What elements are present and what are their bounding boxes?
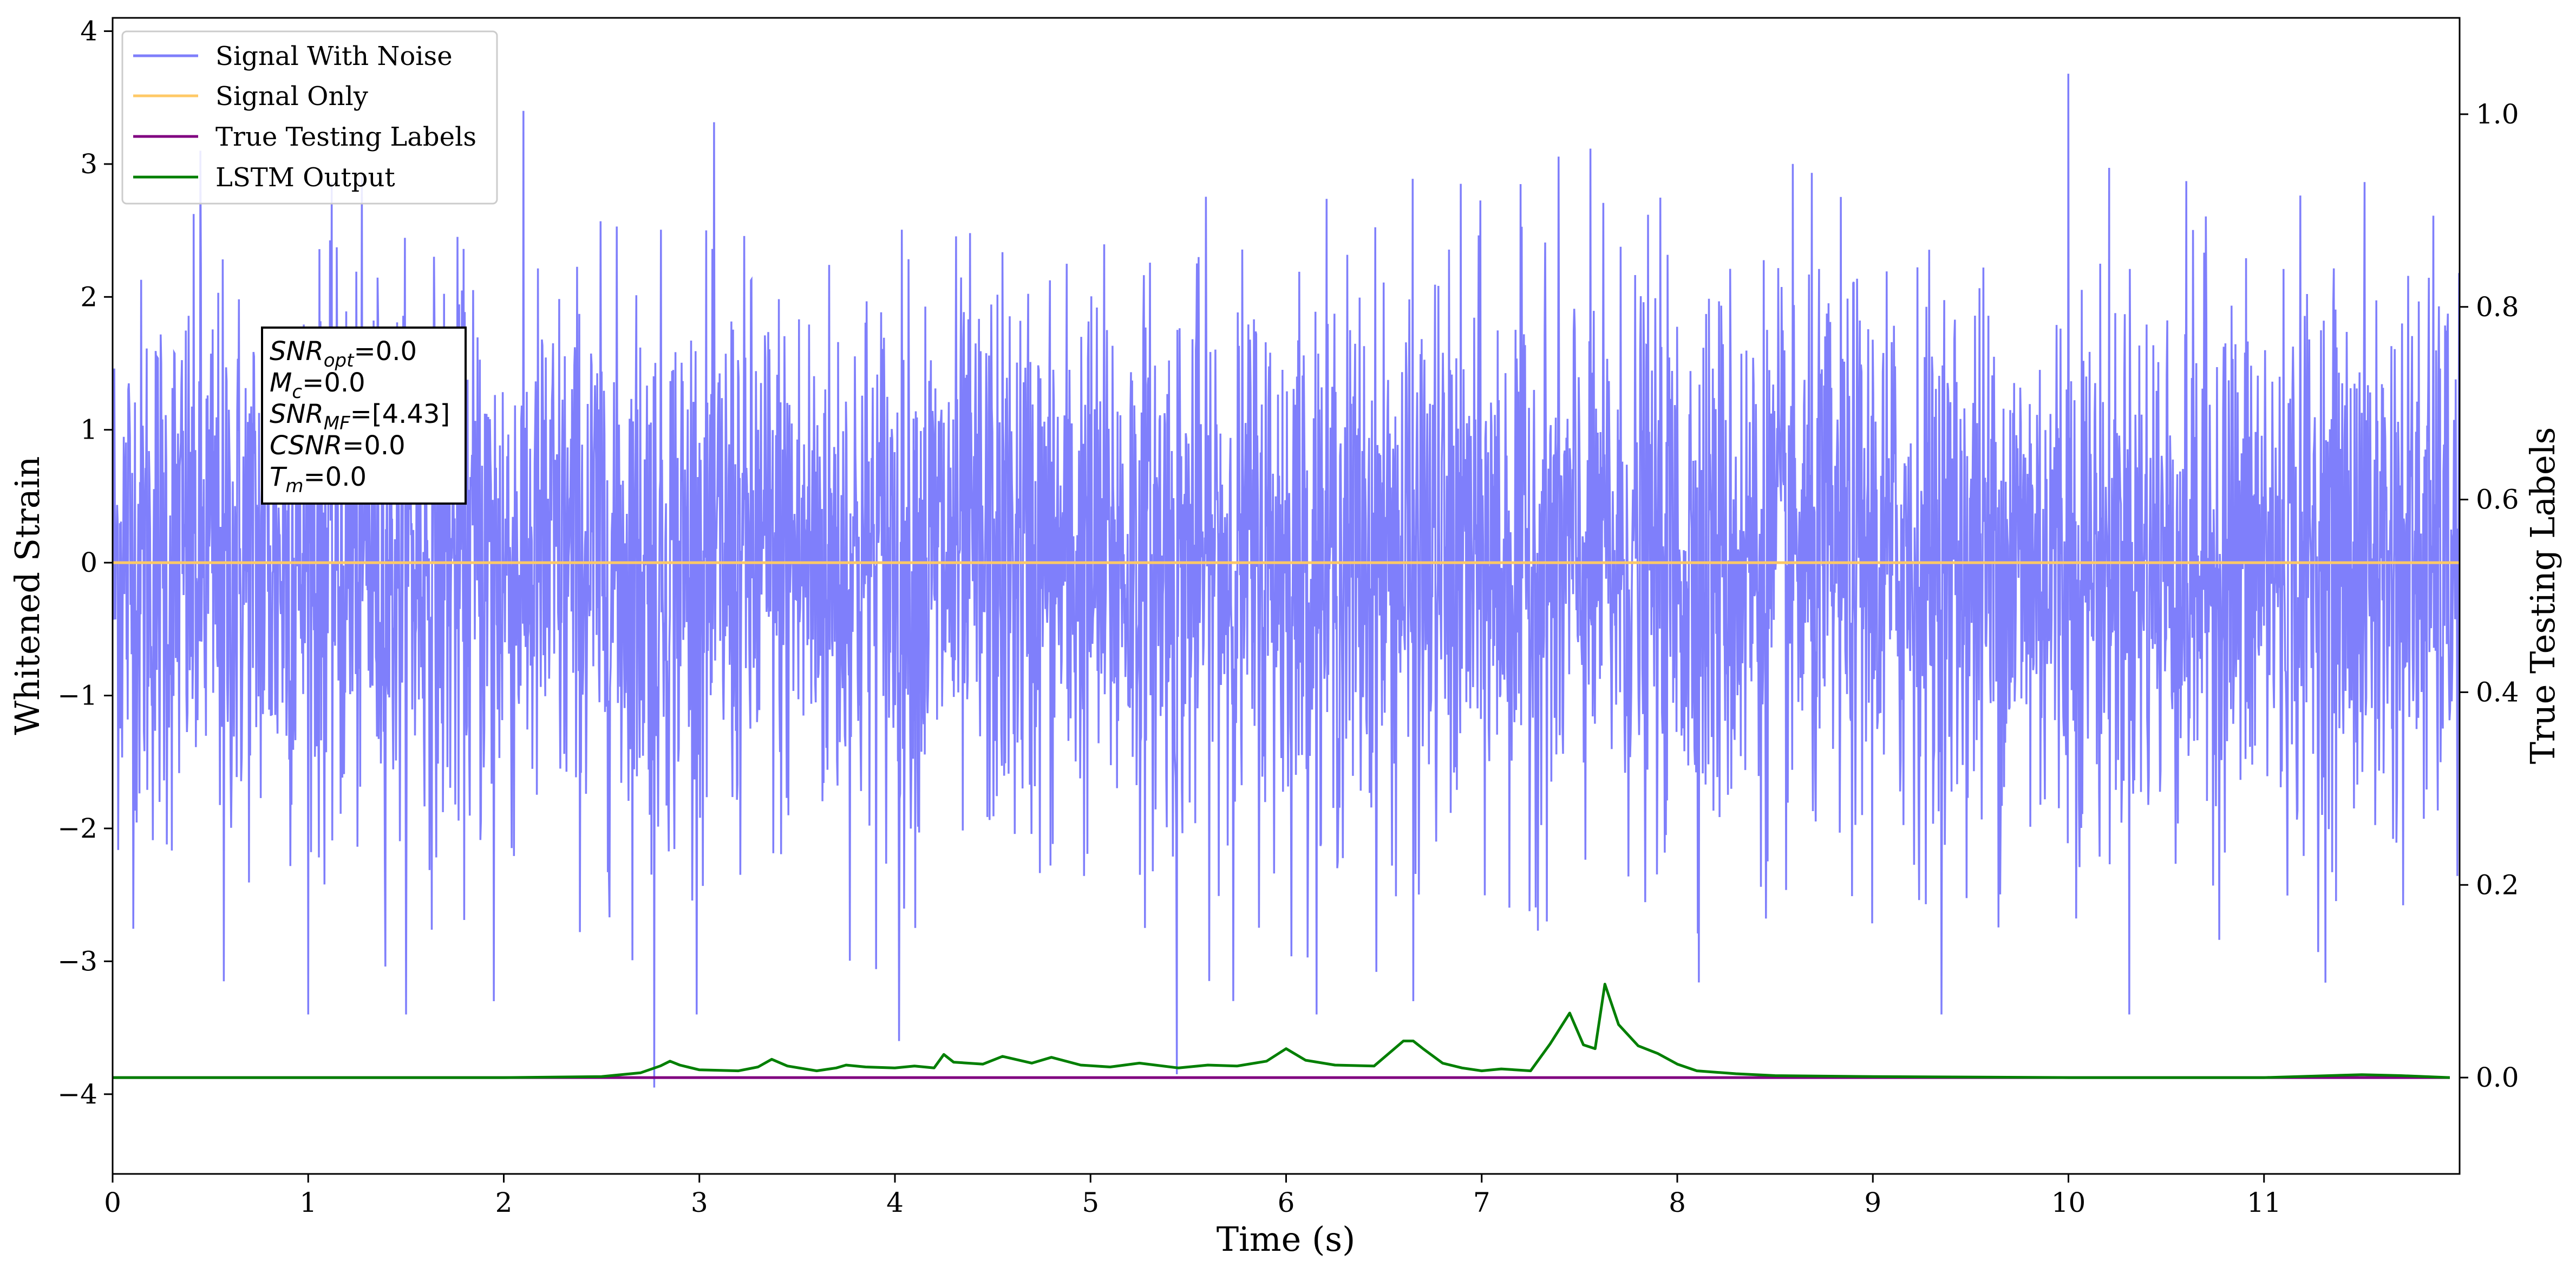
info-line-tm: Tm=0.0 [270, 462, 367, 497]
y-tick-label: −4 [57, 1079, 97, 1110]
info-line-csnr: CSNR=0.0 [270, 430, 406, 461]
x-tick-label: 11 [2247, 1187, 2281, 1218]
y-tick-label: −2 [57, 813, 97, 844]
legend: Signal With Noise Signal Only True Testi… [121, 30, 498, 205]
x-tick-label: 7 [1473, 1187, 1490, 1218]
legend-label-true-testing-labels: True Testing Labels [215, 122, 476, 152]
x-tick-label: 8 [1669, 1187, 1686, 1218]
legend-box [121, 30, 498, 205]
x-tick-label: 4 [886, 1187, 904, 1218]
y-right-tick-label: 0.0 [2476, 1062, 2519, 1093]
legend-label-signal-only: Signal Only [215, 81, 368, 112]
y-axis-label-left: Whitened Strain [8, 456, 47, 735]
y-tick-label: −1 [57, 680, 97, 711]
legend-label-signal-with-noise: Signal With Noise [215, 41, 453, 71]
x-tick-label: 5 [1082, 1187, 1099, 1218]
legend-label-lstm-output: LSTM Output [215, 162, 395, 193]
y-tick-label: 2 [80, 281, 97, 312]
x-tick-label: 3 [691, 1187, 708, 1218]
y-axis-left-ticks: −4 −3 −2 −1 0 1 2 3 4 [57, 16, 113, 1110]
info-line-snr-opt: SNRopt=0.0 [270, 336, 417, 371]
y-tick-label: 3 [80, 148, 97, 180]
series-signal-with-noise [113, 74, 2460, 1088]
info-line-mc: Mc=0.0 [270, 368, 365, 403]
x-axis-ticks: 0 1 2 3 4 5 6 7 8 9 10 11 [104, 1174, 2281, 1218]
series-lstm-output [113, 983, 2450, 1079]
y-tick-label: 4 [80, 16, 97, 47]
y-axis-label-right: True Testing Labels [2523, 427, 2562, 765]
y-tick-label: −3 [57, 945, 97, 977]
x-tick-label: 2 [495, 1187, 513, 1218]
x-tick-label: 10 [2051, 1187, 2086, 1218]
info-annotation: SNRopt=0.0 Mc=0.0 SNRMF=[4.43] CSNR=0.0 … [261, 327, 467, 505]
info-annotation-box [261, 327, 467, 505]
y-right-tick-label: 0.8 [2476, 291, 2519, 323]
y-right-tick-label: 0.6 [2476, 484, 2519, 515]
y-axis-right-ticks: 0.0 0.2 0.4 0.6 0.8 1.0 [2460, 99, 2519, 1093]
info-line-snr-mf: SNRMF=[4.43] [270, 399, 450, 434]
y-tick-label: 0 [80, 547, 97, 578]
y-tick-label: 1 [80, 414, 97, 446]
x-tick-label: 6 [1278, 1187, 1295, 1218]
x-axis-label: Time (s) [1217, 1219, 1356, 1259]
x-tick-label: 1 [299, 1187, 317, 1218]
y-right-tick-label: 0.2 [2476, 869, 2519, 900]
x-tick-label: 0 [104, 1187, 121, 1218]
y-right-tick-label: 1.0 [2476, 99, 2519, 130]
x-tick-label: 9 [1864, 1187, 1881, 1218]
y-right-tick-label: 0.4 [2476, 676, 2519, 708]
plot-series [113, 74, 2460, 1088]
